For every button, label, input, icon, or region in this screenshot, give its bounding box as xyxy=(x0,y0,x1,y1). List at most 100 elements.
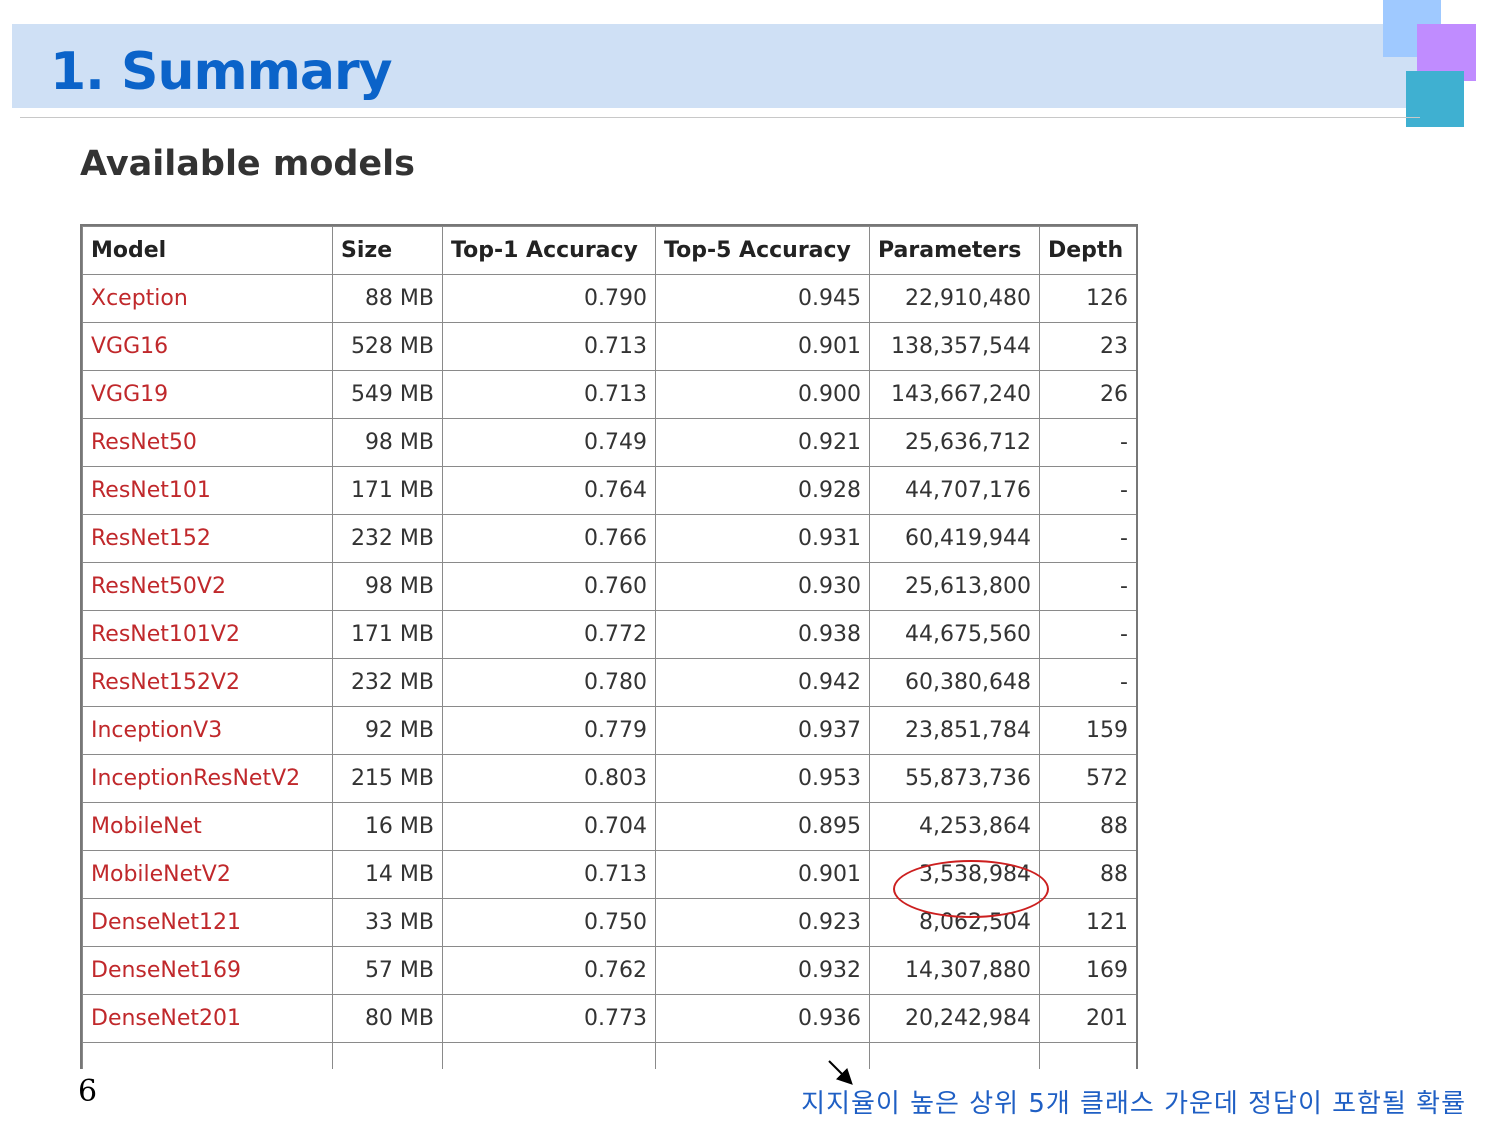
cell-size: 57 MB xyxy=(332,946,443,995)
cell-size: 16 MB xyxy=(332,802,443,851)
table-row: ResNet152 232 MB 0.766 0.931 60,419,944- xyxy=(82,514,1136,563)
table-header-row: Model Size Top-1 Accuracy Top-5 Accuracy… xyxy=(82,226,1136,275)
cell-model[interactable]: ResNet152V2 xyxy=(82,658,333,707)
cell-parameters: 25,613,800 xyxy=(869,562,1040,611)
cell-model[interactable]: ResNet101V2 xyxy=(82,610,333,659)
cell-top5: 0.953 xyxy=(655,754,870,803)
cell-model[interactable]: InceptionResNetV2 xyxy=(82,754,333,803)
cell-top5: 0.936 xyxy=(655,994,870,1043)
cell-model[interactable]: MobileNet xyxy=(82,802,333,851)
cell-depth xyxy=(1039,1042,1136,1069)
cell-depth: 23 xyxy=(1039,322,1136,371)
cell-top5: 0.942 xyxy=(655,658,870,707)
cell-parameters: 14,307,880 xyxy=(869,946,1040,995)
cell-parameters: 20,242,984 xyxy=(869,994,1040,1043)
table-row: MobileNet 16 MB 0.704 0.895 4,253,864 88 xyxy=(82,802,1136,851)
cell-top5: 0.945 xyxy=(655,274,870,323)
annotation-note: 지지율이 높은 상위 5개 클래스 가운데 정답이 포함될 확률 xyxy=(801,1089,1466,1119)
table-row: VGG16 528 MB 0.713 0.901 138,357,544 23 xyxy=(82,322,1136,371)
header-model: Model xyxy=(82,226,333,275)
cell-model[interactable]: DenseNet201 xyxy=(82,994,333,1043)
cell-top5: 0.931 xyxy=(655,514,870,563)
cell-model[interactable]: Xception xyxy=(82,274,333,323)
table-row: MobileNetV2 14 MB 0.713 0.901 3,538,984 88 xyxy=(82,850,1136,899)
cell-top5: 0.923 xyxy=(655,898,870,947)
header-top5-accuracy: Top-5 Accuracy xyxy=(655,226,870,275)
cell-depth: - xyxy=(1039,610,1136,659)
cell-depth: - xyxy=(1039,514,1136,563)
cell-size: 232 MB xyxy=(332,514,443,563)
cell-size: 171 MB xyxy=(332,610,443,659)
cell-parameters: 143,667,240 xyxy=(869,370,1040,419)
cell-depth: 88 xyxy=(1039,802,1136,851)
section-heading: Available models xyxy=(80,144,415,184)
cell-size: 549 MB xyxy=(332,370,443,419)
cell-top1: 0.713 xyxy=(442,850,656,899)
cell-model xyxy=(82,1042,333,1069)
cell-top1: 0.750 xyxy=(442,898,656,947)
cell-model[interactable]: ResNet50 xyxy=(82,418,333,467)
header-size: Size xyxy=(332,226,443,275)
cell-parameters: 44,675,560 xyxy=(869,610,1040,659)
page-title: 1. Summary xyxy=(50,42,393,102)
title-divider xyxy=(20,117,1420,118)
table-row: DenseNet121 33 MB 0.750 0.923 8,062,504 121 xyxy=(82,898,1136,947)
header-top1-accuracy: Top-1 Accuracy xyxy=(442,226,656,275)
title-bar xyxy=(12,24,1432,108)
cell-depth: - xyxy=(1039,466,1136,515)
cell-parameters: 55,873,736 xyxy=(869,754,1040,803)
cell-top5: 0.930 xyxy=(655,562,870,611)
cell-top1: 0.772 xyxy=(442,610,656,659)
cell-depth: 169 xyxy=(1039,946,1136,995)
table-row: DenseNet201 80 MB 0.773 0.936 20,242,984 201 xyxy=(82,994,1136,1043)
cell-size: 80 MB xyxy=(332,994,443,1043)
cell-model[interactable]: InceptionV3 xyxy=(82,706,333,755)
table-row xyxy=(82,1042,1136,1069)
highlight-circle xyxy=(893,860,1049,918)
cell-top5: 0.937 xyxy=(655,706,870,755)
table-row: VGG19 549 MB 0.713 0.900 143,667,240 26 xyxy=(82,370,1136,419)
page-number: 6 xyxy=(78,1074,98,1109)
cell-top5: 0.895 xyxy=(655,802,870,851)
cell-top5 xyxy=(655,1042,870,1069)
table-row: InceptionResNetV2 215 MB 0.803 0.953 55,873,… xyxy=(82,754,1136,803)
cell-top1: 0.762 xyxy=(442,946,656,995)
cell-model[interactable]: DenseNet169 xyxy=(82,946,333,995)
cell-top5: 0.901 xyxy=(655,322,870,371)
cell-top5: 0.928 xyxy=(655,466,870,515)
cell-depth: - xyxy=(1039,562,1136,611)
cell-depth: 159 xyxy=(1039,706,1136,755)
cell-top1: 0.704 xyxy=(442,802,656,851)
cell-model[interactable]: DenseNet121 xyxy=(82,898,333,947)
cell-parameters: 22,910,480 xyxy=(869,274,1040,323)
table-row: ResNet101 171 MB 0.764 0.928 44,707,176- xyxy=(82,466,1136,515)
cell-model[interactable]: VGG16 xyxy=(82,322,333,371)
cell-top5: 0.932 xyxy=(655,946,870,995)
cell-model[interactable]: MobileNetV2 xyxy=(82,850,333,899)
cell-top1: 0.790 xyxy=(442,274,656,323)
cell-size: 33 MB xyxy=(332,898,443,947)
header-depth: Depth xyxy=(1039,226,1136,275)
models-table-container: Model Size Top-1 Accuracy Top-5 Accuracy… xyxy=(80,224,1138,1069)
cell-top5: 0.921 xyxy=(655,418,870,467)
cell-top5: 0.901 xyxy=(655,850,870,899)
cell-top1: 0.760 xyxy=(442,562,656,611)
cell-depth: - xyxy=(1039,658,1136,707)
table-body: Xception 88 MB 0.790 0.945 22,910,480 126 VGG1… xyxy=(82,274,1136,1069)
table-row: DenseNet169 57 MB 0.762 0.932 14,307,880 169 xyxy=(82,946,1136,995)
cell-top1: 0.713 xyxy=(442,370,656,419)
cell-size: 98 MB xyxy=(332,562,443,611)
table-row: ResNet50 98 MB 0.749 0.921 25,636,712- xyxy=(82,418,1136,467)
cell-model[interactable]: ResNet101 xyxy=(82,466,333,515)
cell-model[interactable]: ResNet50V2 xyxy=(82,562,333,611)
cell-model[interactable]: VGG19 xyxy=(82,370,333,419)
cell-parameters: 60,419,944 xyxy=(869,514,1040,563)
cell-parameters: 60,380,648 xyxy=(869,658,1040,707)
cell-size: 215 MB xyxy=(332,754,443,803)
cell-size: 232 MB xyxy=(332,658,443,707)
cell-top1: 0.803 xyxy=(442,754,656,803)
cell-top1: 0.773 xyxy=(442,994,656,1043)
cell-depth: 88 xyxy=(1039,850,1136,899)
cell-model[interactable]: ResNet152 xyxy=(82,514,333,563)
header-parameters: Parameters xyxy=(869,226,1040,275)
